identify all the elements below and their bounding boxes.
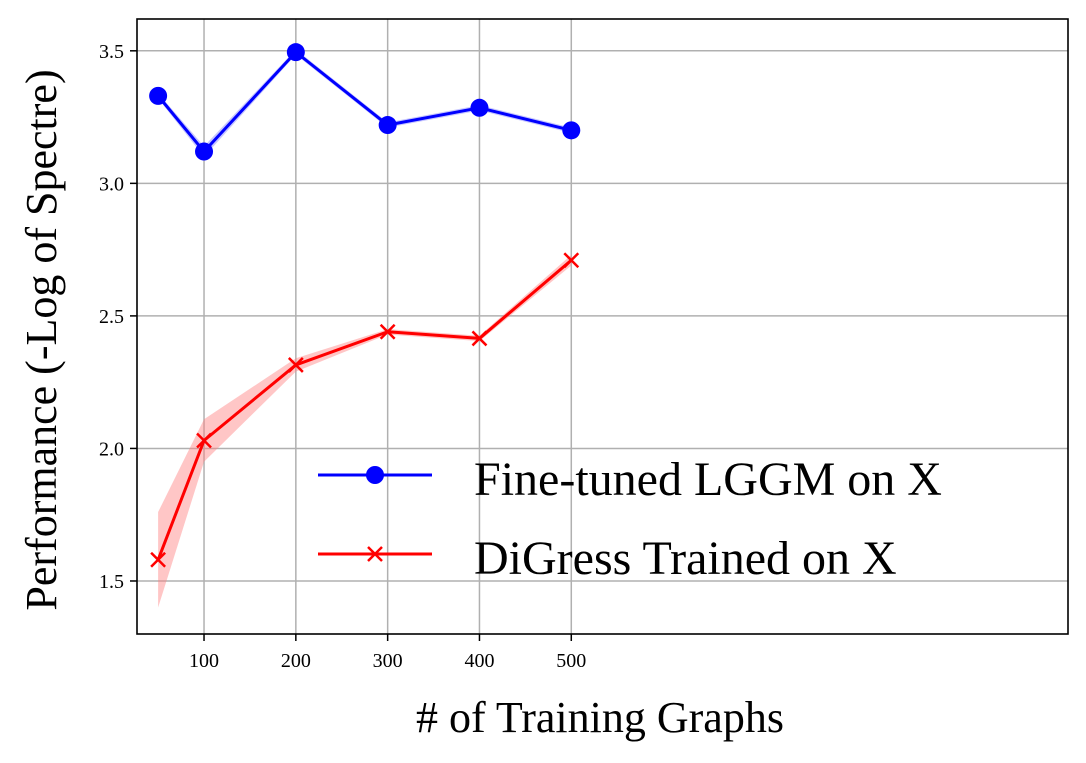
confidence-band-series-0 xyxy=(158,49,572,157)
x-tick-label: 300 xyxy=(373,650,403,672)
data-point xyxy=(286,43,305,62)
data-point xyxy=(470,98,489,117)
plot-frame xyxy=(136,18,1069,635)
y-tick-label: 1.5 xyxy=(99,571,124,593)
y-tick-label: 2.0 xyxy=(99,438,124,460)
data-point xyxy=(379,323,396,340)
data-point xyxy=(149,86,168,105)
series-line-1 xyxy=(156,259,573,561)
legend-marker-digress xyxy=(367,546,383,562)
x-tick-label: 100 xyxy=(189,650,219,672)
data-point xyxy=(562,121,581,140)
series-markers xyxy=(149,43,581,568)
series-line-0 xyxy=(156,50,572,154)
y-tick-label: 2.5 xyxy=(99,306,124,328)
x-tick-label: 400 xyxy=(464,650,494,672)
legend: Fine-tuned LGGM on X DiGress Trained on … xyxy=(318,453,942,585)
x-tick-label: 200 xyxy=(281,650,311,672)
x-axis-ticks: 100 200 300 400 500 xyxy=(189,634,586,672)
y-tick-label: 3.0 xyxy=(99,173,124,195)
x-tick-label: 500 xyxy=(556,650,586,672)
data-point xyxy=(287,357,304,373)
data-point xyxy=(471,330,488,347)
y-axis-ticks: 1.5 2.0 2.5 3.0 3.5 xyxy=(99,41,137,593)
legend-label-lggm: Fine-tuned LGGM on X xyxy=(474,453,942,506)
y-tick-label: 3.5 xyxy=(99,41,124,63)
data-point xyxy=(563,252,580,269)
data-point xyxy=(195,142,214,161)
x-axis-label: # of Training Graphs xyxy=(416,693,784,742)
y-axis-label: Performance (-Log of Spectre) xyxy=(17,69,66,610)
legend-marker-lggm xyxy=(366,466,384,484)
series-lines xyxy=(156,50,573,561)
data-point xyxy=(196,432,212,449)
legend-label-digress: DiGress Trained on X xyxy=(474,532,897,585)
data-point xyxy=(378,116,397,135)
data-point xyxy=(150,551,167,568)
